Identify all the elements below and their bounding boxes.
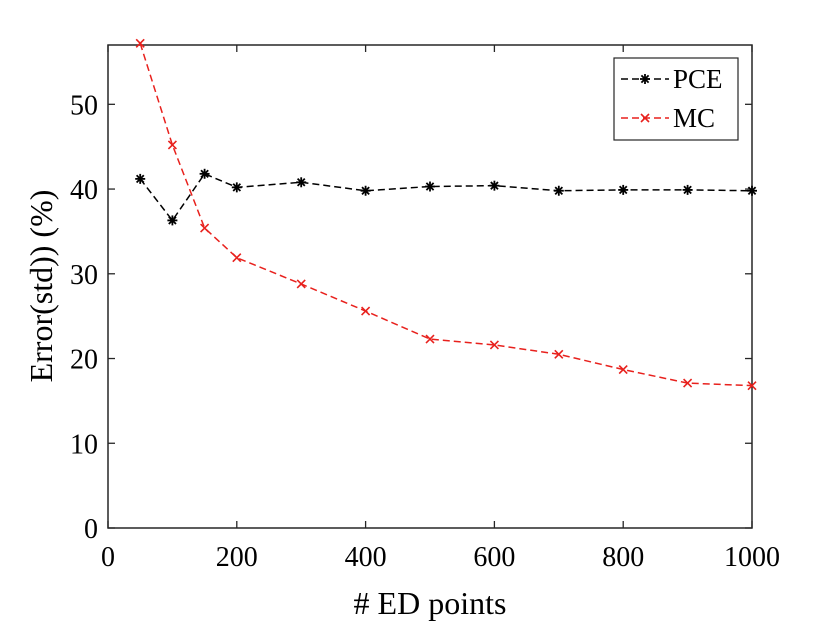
marker-stroke — [296, 178, 306, 187]
marker-stroke — [361, 186, 370, 195]
marker-stroke — [361, 306, 371, 316]
data-point-pce — [199, 168, 210, 179]
y-tick-label: 50 — [70, 90, 98, 121]
marker-stroke — [683, 185, 692, 195]
marker-stroke — [618, 364, 628, 375]
marker-stroke — [490, 181, 499, 190]
y-axis-label: Error(std)) (%) — [23, 190, 59, 383]
legend-label-mc: MC — [673, 103, 715, 133]
y-tick-label: 0 — [84, 514, 98, 545]
x-axis-label: # ED points — [354, 585, 507, 621]
data-point-pce — [747, 185, 757, 196]
data-point-pce — [489, 180, 500, 191]
data-point-pce — [167, 215, 178, 226]
plot-frame — [107, 44, 753, 529]
data-point-mc — [361, 306, 371, 316]
data-point-pce — [360, 185, 371, 196]
x-tick-label: 800 — [602, 542, 644, 573]
marker-stroke — [640, 113, 650, 123]
marker-stroke — [554, 349, 564, 359]
legend-marker-pce — [640, 74, 650, 84]
data-point-mc — [167, 140, 177, 150]
marker-stroke — [747, 381, 757, 391]
marker-stroke — [425, 334, 435, 344]
data-point-mc — [425, 334, 435, 344]
marker-stroke — [747, 186, 757, 195]
marker-stroke — [425, 182, 435, 191]
data-point-pce — [553, 185, 564, 196]
legend-symbol-pce — [640, 74, 650, 84]
marker-stroke — [296, 279, 306, 289]
marker-stroke — [200, 223, 210, 233]
marker-stroke — [554, 186, 564, 195]
marker-stroke — [168, 216, 177, 225]
y-tick-label: 30 — [70, 260, 98, 291]
legend-symbol-mc — [640, 113, 650, 123]
x-tick-label: 400 — [345, 542, 387, 573]
data-point-mc — [554, 349, 564, 359]
data-point-mc — [232, 253, 242, 263]
x-tick-label: 200 — [216, 542, 258, 573]
y-tick-label: 10 — [70, 429, 98, 460]
marker-stroke — [200, 169, 209, 179]
data-point-pce — [296, 177, 307, 188]
data-point-pce — [618, 184, 629, 195]
series-layer — [135, 38, 757, 391]
data-point-mc — [296, 279, 306, 289]
data-point-mc — [683, 378, 693, 388]
plot-area — [107, 44, 753, 529]
data-point-mc — [489, 340, 499, 350]
y-tick-label: 40 — [70, 175, 98, 206]
marker-stroke — [167, 140, 177, 150]
marker-stroke — [135, 38, 145, 48]
data-point-mc — [618, 364, 628, 375]
marker-stroke — [489, 340, 499, 350]
x-axis-ticks: 0 200 400 600 800 1000 — [101, 45, 780, 573]
legend-label-pce: PCE — [673, 64, 723, 94]
legend-marker-mc — [640, 113, 650, 123]
x-tick-label: 600 — [473, 542, 515, 573]
series-line-pce — [139, 172, 753, 222]
marker-stroke — [618, 185, 628, 195]
marker-stroke — [232, 253, 242, 263]
data-point-mc — [747, 381, 757, 391]
series-line-mc — [139, 43, 753, 387]
legend-box — [613, 57, 739, 141]
y-tick-label: 20 — [70, 345, 98, 376]
y-axis-ticks: 0 10 20 30 40 50 — [70, 90, 752, 545]
data-point-pce — [425, 181, 435, 192]
data-point-pce — [231, 182, 242, 193]
marker-stroke — [640, 74, 650, 84]
x-tick-label: 1000 — [724, 542, 780, 573]
marker-stroke — [232, 183, 242, 192]
x-tick-label: 0 — [101, 542, 115, 573]
data-point-pce — [135, 173, 146, 184]
marker-stroke — [683, 378, 693, 388]
data-point-pce — [682, 184, 693, 195]
marker-stroke — [135, 174, 145, 184]
data-point-mc — [135, 38, 145, 48]
data-point-mc — [200, 223, 210, 233]
legend: PCE MC — [613, 57, 739, 141]
